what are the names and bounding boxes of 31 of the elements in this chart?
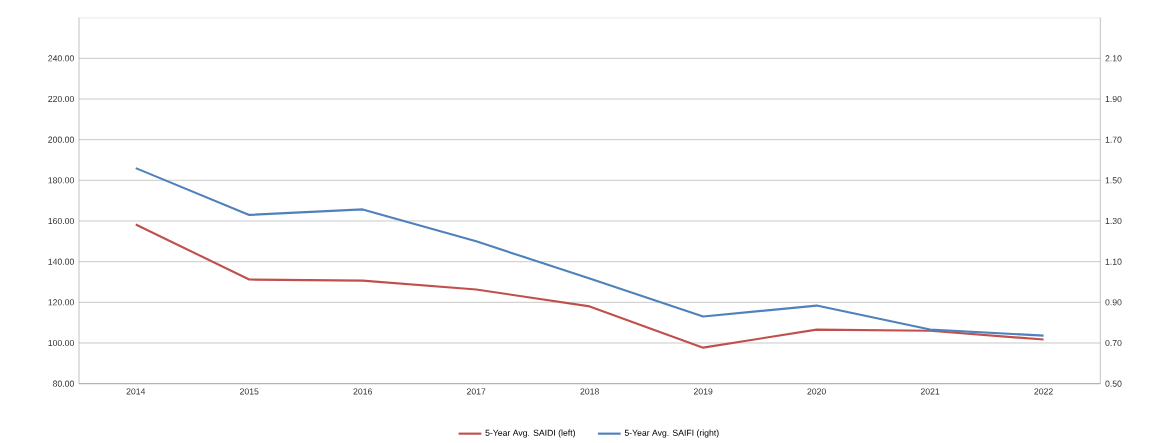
y2-tick-label: 1.50 xyxy=(1105,177,1122,184)
y2-tick-label: 1.10 xyxy=(1105,258,1122,265)
y-tick-label: 160.00 xyxy=(48,218,74,225)
x-tick-label: 2015 xyxy=(240,388,259,395)
y-tick-label: 140.00 xyxy=(48,258,74,265)
x-tick-label: 2014 xyxy=(126,388,146,395)
y-tick-label: 120.00 xyxy=(48,299,74,306)
y2-tick-label: 2.10 xyxy=(1105,55,1122,62)
line-series xyxy=(134,223,1045,349)
y2-tick-label: 1.70 xyxy=(1105,136,1122,143)
y2-tick-label: 0.90 xyxy=(1105,299,1122,306)
legend-label: 5-Year Avg. SAIDI (left) xyxy=(485,429,575,438)
y2-tick-label: 0.50 xyxy=(1105,380,1122,387)
y-tick-label: 180.00 xyxy=(48,177,74,184)
y2-tick-label: 1.90 xyxy=(1105,96,1122,103)
y-tick-label: 220.00 xyxy=(48,96,74,103)
y2-tick-label: 0.70 xyxy=(1105,340,1122,347)
y-tick-label: 240.00 xyxy=(48,55,74,62)
x-tick-label: 2017 xyxy=(466,388,486,395)
x-tick-label: 2016 xyxy=(353,388,372,395)
y-tick-label: 200.00 xyxy=(48,136,74,143)
x-tick-label: 2022 xyxy=(1034,388,1053,395)
legend-label: 5-Year Avg. SAIFI (right) xyxy=(624,429,719,438)
x-tick-label: 2019 xyxy=(693,388,713,395)
x-tick-label: 2021 xyxy=(920,388,940,395)
y-tick-label: 100.00 xyxy=(48,340,74,347)
line-series xyxy=(134,167,1045,337)
x-tick-label: 2018 xyxy=(580,388,599,395)
y2-tick-label: 1.30 xyxy=(1105,218,1122,225)
x-tick-label: 2020 xyxy=(807,388,826,395)
y-tick-label: 80.00 xyxy=(52,380,74,387)
